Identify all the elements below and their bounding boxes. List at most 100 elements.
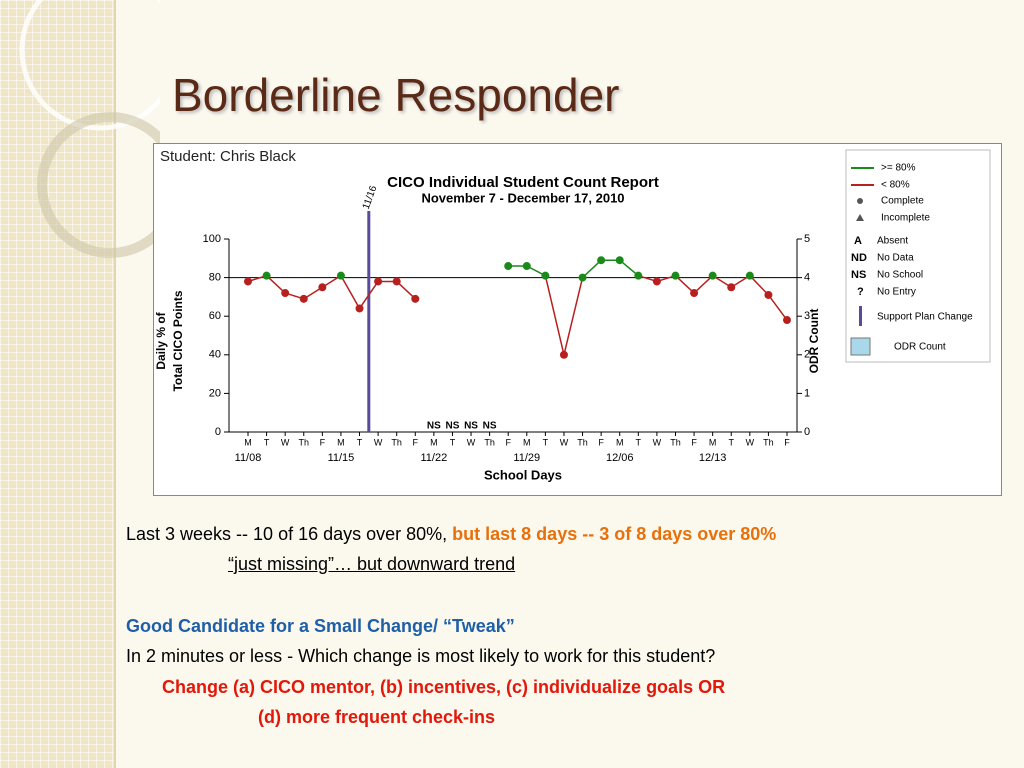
x-tick-label: T <box>357 437 363 447</box>
y-tick-label: 100 <box>203 233 221 245</box>
x-label: School Days <box>484 467 562 482</box>
point <box>522 262 531 271</box>
x-tick-label: W <box>281 437 290 447</box>
legend-label: No Data <box>877 253 914 264</box>
line-segment <box>619 259 639 277</box>
x-tick-label: M <box>709 437 717 447</box>
legend: >= 80% < 80% Complete Incomplete A Absen… <box>845 149 991 363</box>
x-tick-label: F <box>598 437 604 447</box>
y2-tick-label: 2 <box>804 349 810 361</box>
status-label: NS <box>427 421 441 432</box>
y-tick-label: 80 <box>209 272 221 284</box>
x-tick-label: F <box>784 437 790 447</box>
point <box>559 350 568 359</box>
legend-triangle <box>856 214 864 221</box>
week-label: 11/15 <box>328 452 355 464</box>
legend-label: Complete <box>881 196 924 207</box>
legend-label: Absent <box>877 236 908 247</box>
y2-tick-label: 0 <box>804 426 810 438</box>
chart: Student: Chris Black CICO Individual Stu… <box>154 148 991 482</box>
y2-tick-label: 4 <box>804 272 810 284</box>
point <box>262 271 271 280</box>
point <box>652 277 661 286</box>
x-tick-label: T <box>450 437 456 447</box>
legend-box <box>845 149 991 363</box>
week-label: 12/13 <box>699 452 727 464</box>
y2-label: ODR Count <box>807 309 821 374</box>
legend-label: >= 80% <box>881 163 916 174</box>
line-segment <box>266 275 286 294</box>
x-tick-label: Th <box>299 437 310 447</box>
x-tick-label: W <box>653 437 662 447</box>
slide-title: Borderline Responder <box>172 69 620 121</box>
text-line: Last 3 weeks -- 10 of 16 days over 80%, … <box>126 524 776 545</box>
y2-tick-label: 5 <box>804 233 810 245</box>
point <box>727 283 736 292</box>
x-tick-label: Th <box>670 437 681 447</box>
legend-label: Support Plan Change <box>877 312 973 323</box>
point <box>244 277 252 286</box>
y-label: Daily % of <box>154 311 168 369</box>
point <box>783 316 791 325</box>
x-tick-label: M <box>616 437 624 447</box>
line-segment <box>693 275 714 294</box>
line-segment <box>563 277 584 355</box>
x-tick-label: F <box>320 437 326 447</box>
x-tick-label: W <box>374 437 383 447</box>
legend-label: < 80% <box>881 180 910 191</box>
point <box>634 271 643 280</box>
y-tick-label: 40 <box>209 349 221 361</box>
x-tick-label: M <box>244 437 252 447</box>
line-segment <box>396 280 416 300</box>
legend-label: Incomplete <box>881 213 930 224</box>
line-segment <box>340 275 361 309</box>
x-tick-label: T <box>264 437 270 447</box>
text-line: In 2 minutes or less - Which change is m… <box>126 646 716 666</box>
line-segment <box>358 281 379 309</box>
point <box>355 304 364 313</box>
point <box>336 271 345 280</box>
point <box>690 289 699 298</box>
legend-dot <box>857 198 863 204</box>
legend-key: ND <box>851 252 867 264</box>
point <box>764 290 773 299</box>
status-label: NS <box>483 421 497 432</box>
chart-title: CICO Individual Student Count Report <box>387 174 659 191</box>
point <box>578 273 587 282</box>
text-line: Change (a) CICO mentor, (b) incentives, … <box>162 677 726 697</box>
week-label: 11/22 <box>421 452 448 464</box>
chart-box: Student: Chris Black CICO Individual Stu… <box>153 143 1002 496</box>
point <box>281 289 290 298</box>
decor-circles <box>19 0 160 258</box>
line-segment <box>582 259 602 279</box>
point <box>411 294 420 303</box>
y-tick-label: 20 <box>209 387 221 399</box>
point <box>374 277 383 286</box>
point <box>392 277 401 286</box>
x-tick-label: T <box>543 437 549 447</box>
text-line: “just missing”… but downward trend <box>228 554 516 574</box>
week-label: 12/06 <box>606 452 634 464</box>
plan-change-label: 11/16 <box>361 184 380 211</box>
x-tick-label: M <box>523 437 531 447</box>
legend-label: No School <box>877 270 923 281</box>
legend-key: ? <box>857 286 864 298</box>
y2-tick-label: 3 <box>804 310 810 322</box>
x-tick-label: Th <box>484 437 495 447</box>
student: Student: Chris Black <box>160 148 296 165</box>
y2-tick-label: 1 <box>804 387 810 399</box>
x-tick-label: Th <box>577 437 588 447</box>
x-tick-label: T <box>636 437 642 447</box>
point <box>597 256 606 265</box>
point <box>541 271 550 280</box>
x-tick-label: W <box>746 437 755 447</box>
text-line: (d) more frequent check-ins <box>258 707 496 727</box>
x-tick-label: F <box>413 437 419 447</box>
x-tick-label: F <box>505 437 511 447</box>
legend-key: A <box>854 235 862 247</box>
line-segment <box>674 275 695 294</box>
y-tick-label: 0 <box>215 426 221 438</box>
line-segment <box>749 275 769 296</box>
status-label: NS <box>445 421 459 432</box>
